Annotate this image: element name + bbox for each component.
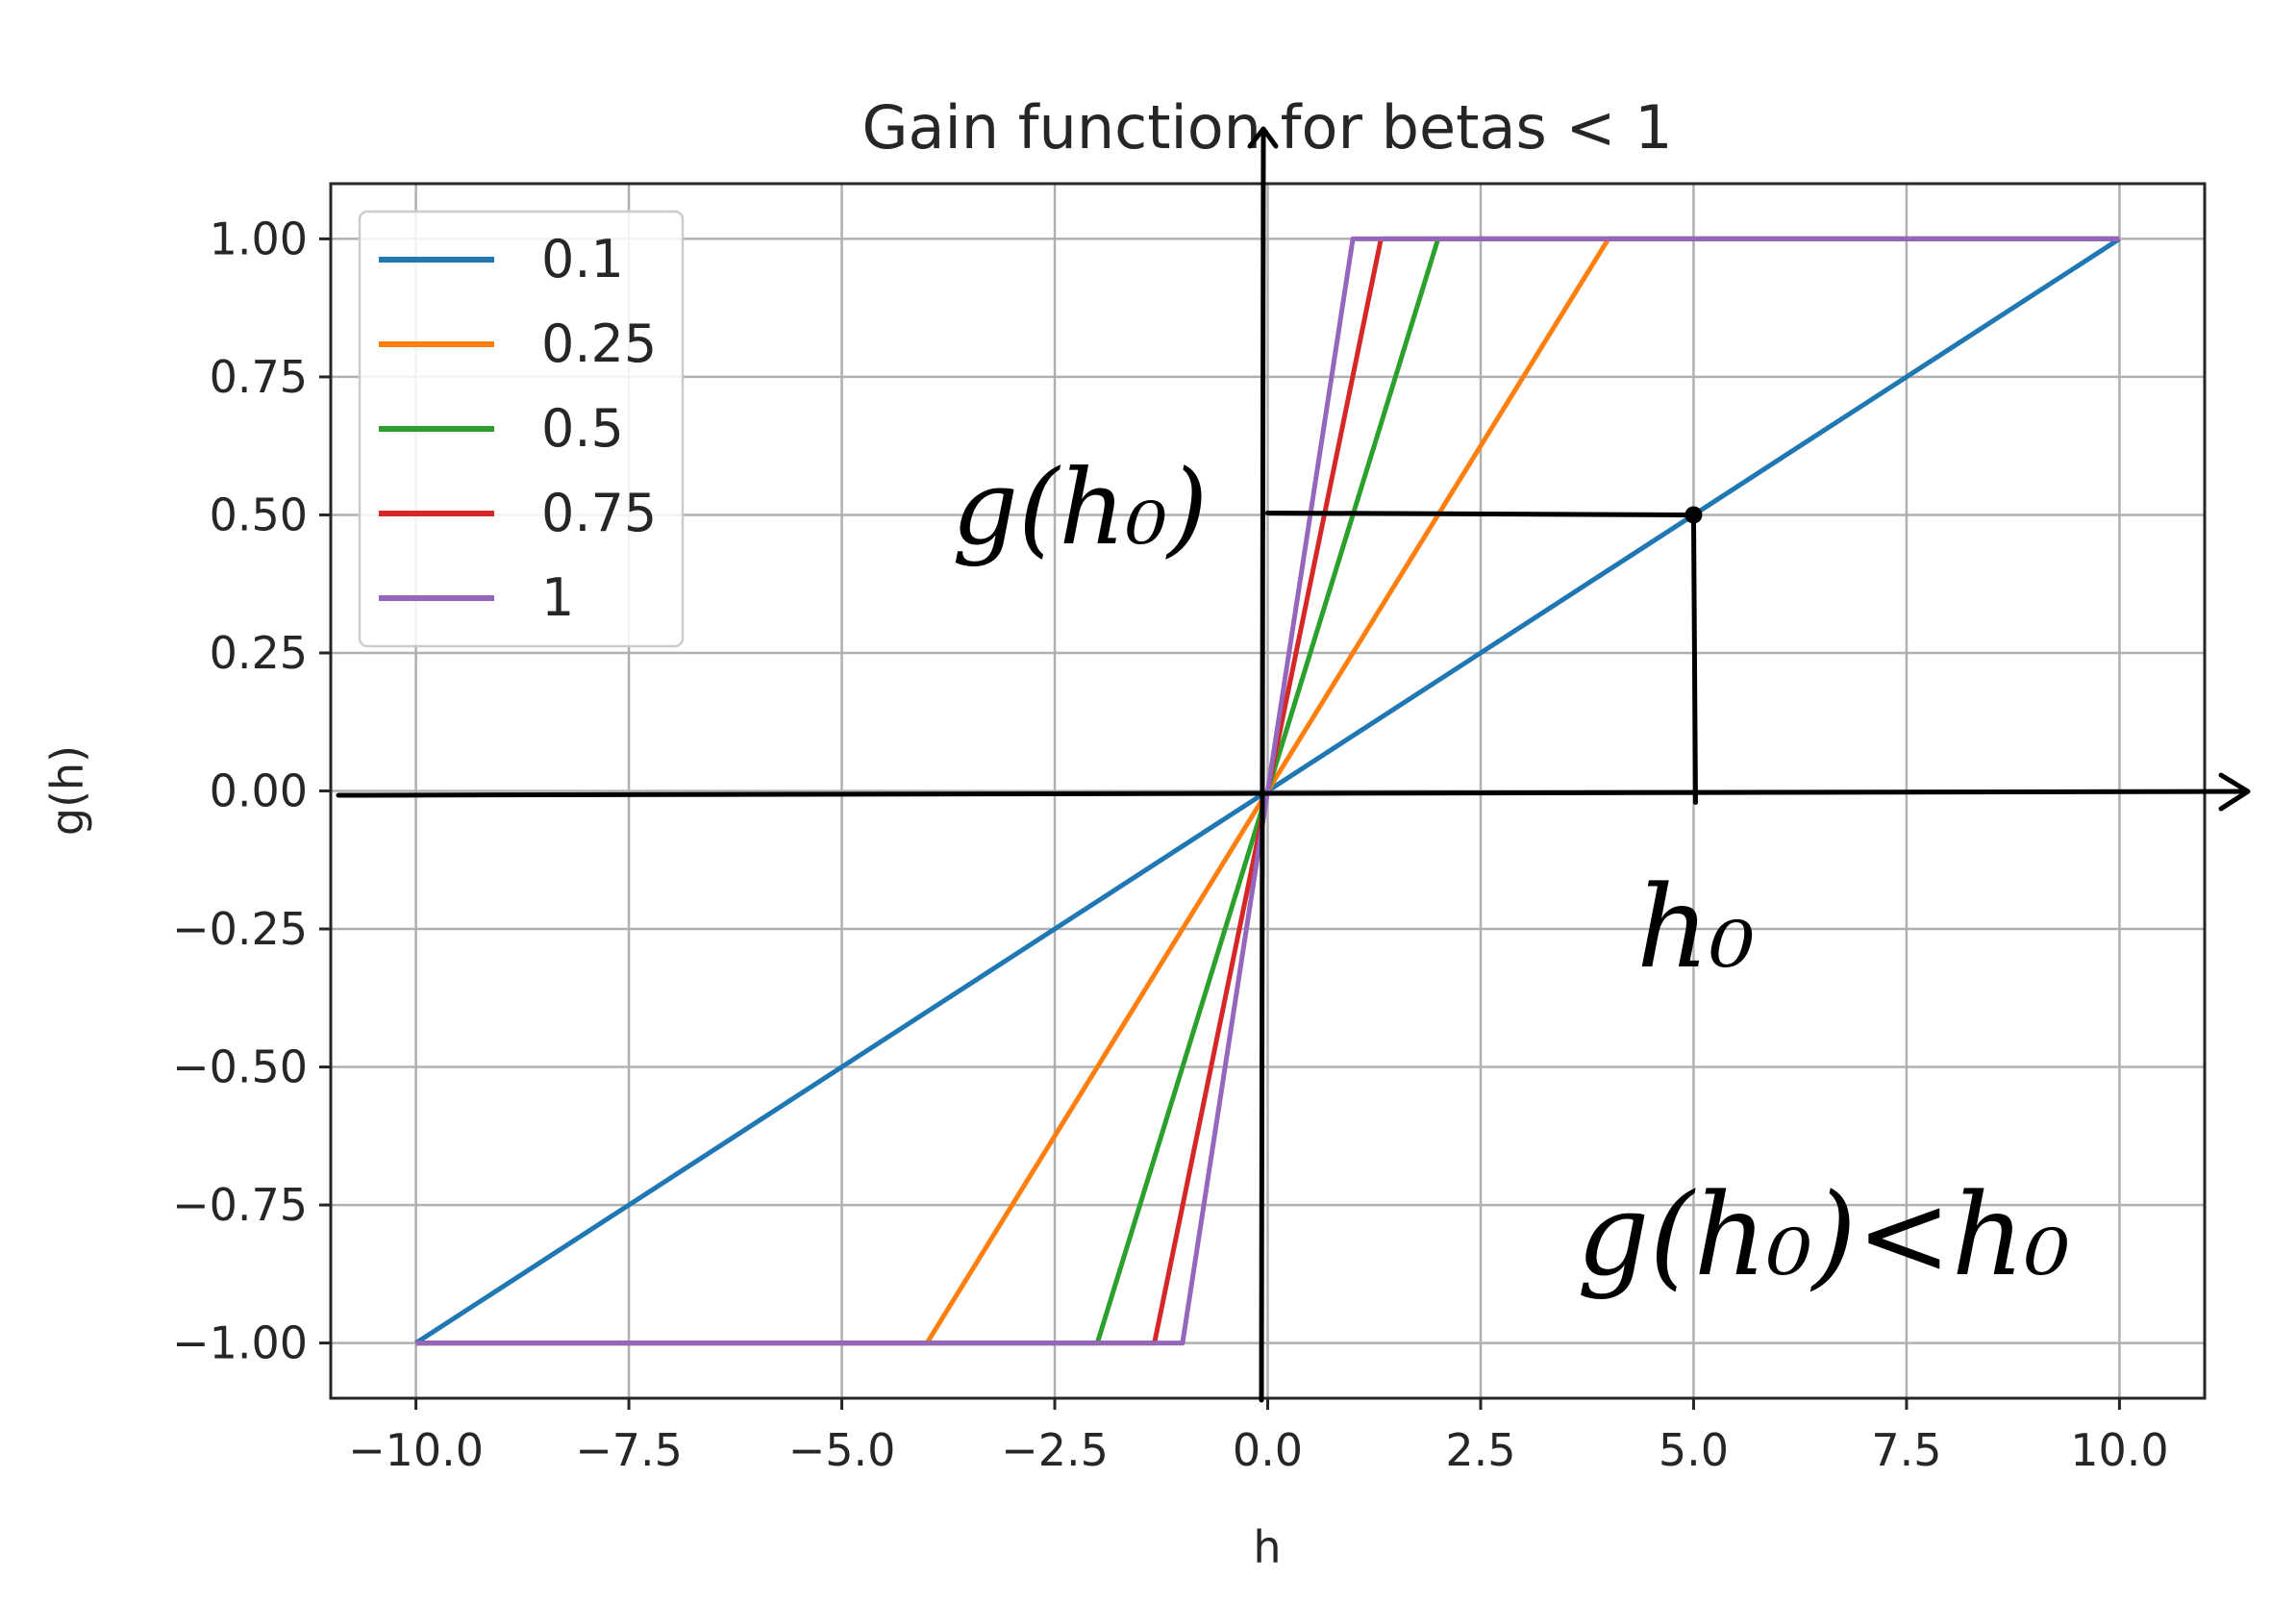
series-group: [414, 236, 2121, 1346]
x-tick-label: 0.0: [1233, 1424, 1303, 1476]
x-tick-label: 10.0: [2070, 1424, 2168, 1476]
y-axis-label: g(h): [41, 745, 93, 836]
legend-box: [358, 210, 685, 648]
x-tick-label: 7.5: [1871, 1424, 1941, 1476]
x-axis-label: h: [1253, 1521, 1281, 1573]
marker-point: [1685, 506, 1703, 524]
x-axis-arrowhead: [2218, 772, 2251, 812]
y-tick-label: −0.50: [172, 1041, 308, 1093]
y-tick-label: 0.00: [210, 765, 308, 817]
y-tick-label: 1.00: [210, 213, 308, 264]
legend-label: 0.5: [541, 398, 624, 459]
hand-drawn-y-axis: [1259, 128, 1266, 1403]
x-tick-group: −10.0 −7.5 −5.0 −2.5 0.0 2.5 5.0 7.5 10.0: [348, 1398, 2169, 1476]
inequality-annotation: g(h₀)<h₀: [1577, 1168, 2070, 1301]
legend-label: 0.75: [541, 483, 657, 543]
legend: 0.1 0.25 0.5 0.75 1: [358, 210, 685, 648]
y-axis-arrowhead: [1247, 126, 1279, 149]
x-tick-label: 2.5: [1445, 1424, 1515, 1476]
hand-drawn-x-axis: [336, 789, 2248, 798]
y-tick-label: 0.75: [210, 351, 308, 403]
vertical-marker-line: [1690, 512, 1698, 805]
hand-annotations: [336, 126, 2251, 1403]
x-tick-label: −5.0: [788, 1424, 896, 1476]
y-tick-label: −1.00: [172, 1317, 308, 1369]
g-h0-marker-label: g(h₀): [952, 448, 1208, 568]
legend-label: 0.25: [541, 313, 657, 374]
y-tick-label: −0.75: [172, 1179, 308, 1231]
x-tick-label: −2.5: [1001, 1424, 1109, 1476]
h0-marker-label: h₀: [1636, 861, 1755, 993]
y-tick-group: 1.00 0.75 0.50 0.25 0.00 −0.25 −0.50 −0.75 −1.00: [172, 213, 331, 1369]
chart-title: Gain function for betas < 1: [861, 92, 1672, 163]
x-tick-label: −10.0: [348, 1424, 484, 1476]
y-tick-label: 0.25: [210, 627, 308, 679]
x-tick-label: −7.5: [575, 1424, 683, 1476]
series-line-1: [415, 236, 2120, 1346]
legend-label: 0.1: [541, 229, 624, 289]
y-tick-label: −0.25: [172, 903, 308, 955]
y-tick-label: 0.50: [210, 489, 308, 540]
x-tick-label: 5.0: [1659, 1424, 1729, 1476]
horizontal-marker-line: [1265, 510, 1696, 517]
legend-label: 1: [541, 567, 574, 628]
